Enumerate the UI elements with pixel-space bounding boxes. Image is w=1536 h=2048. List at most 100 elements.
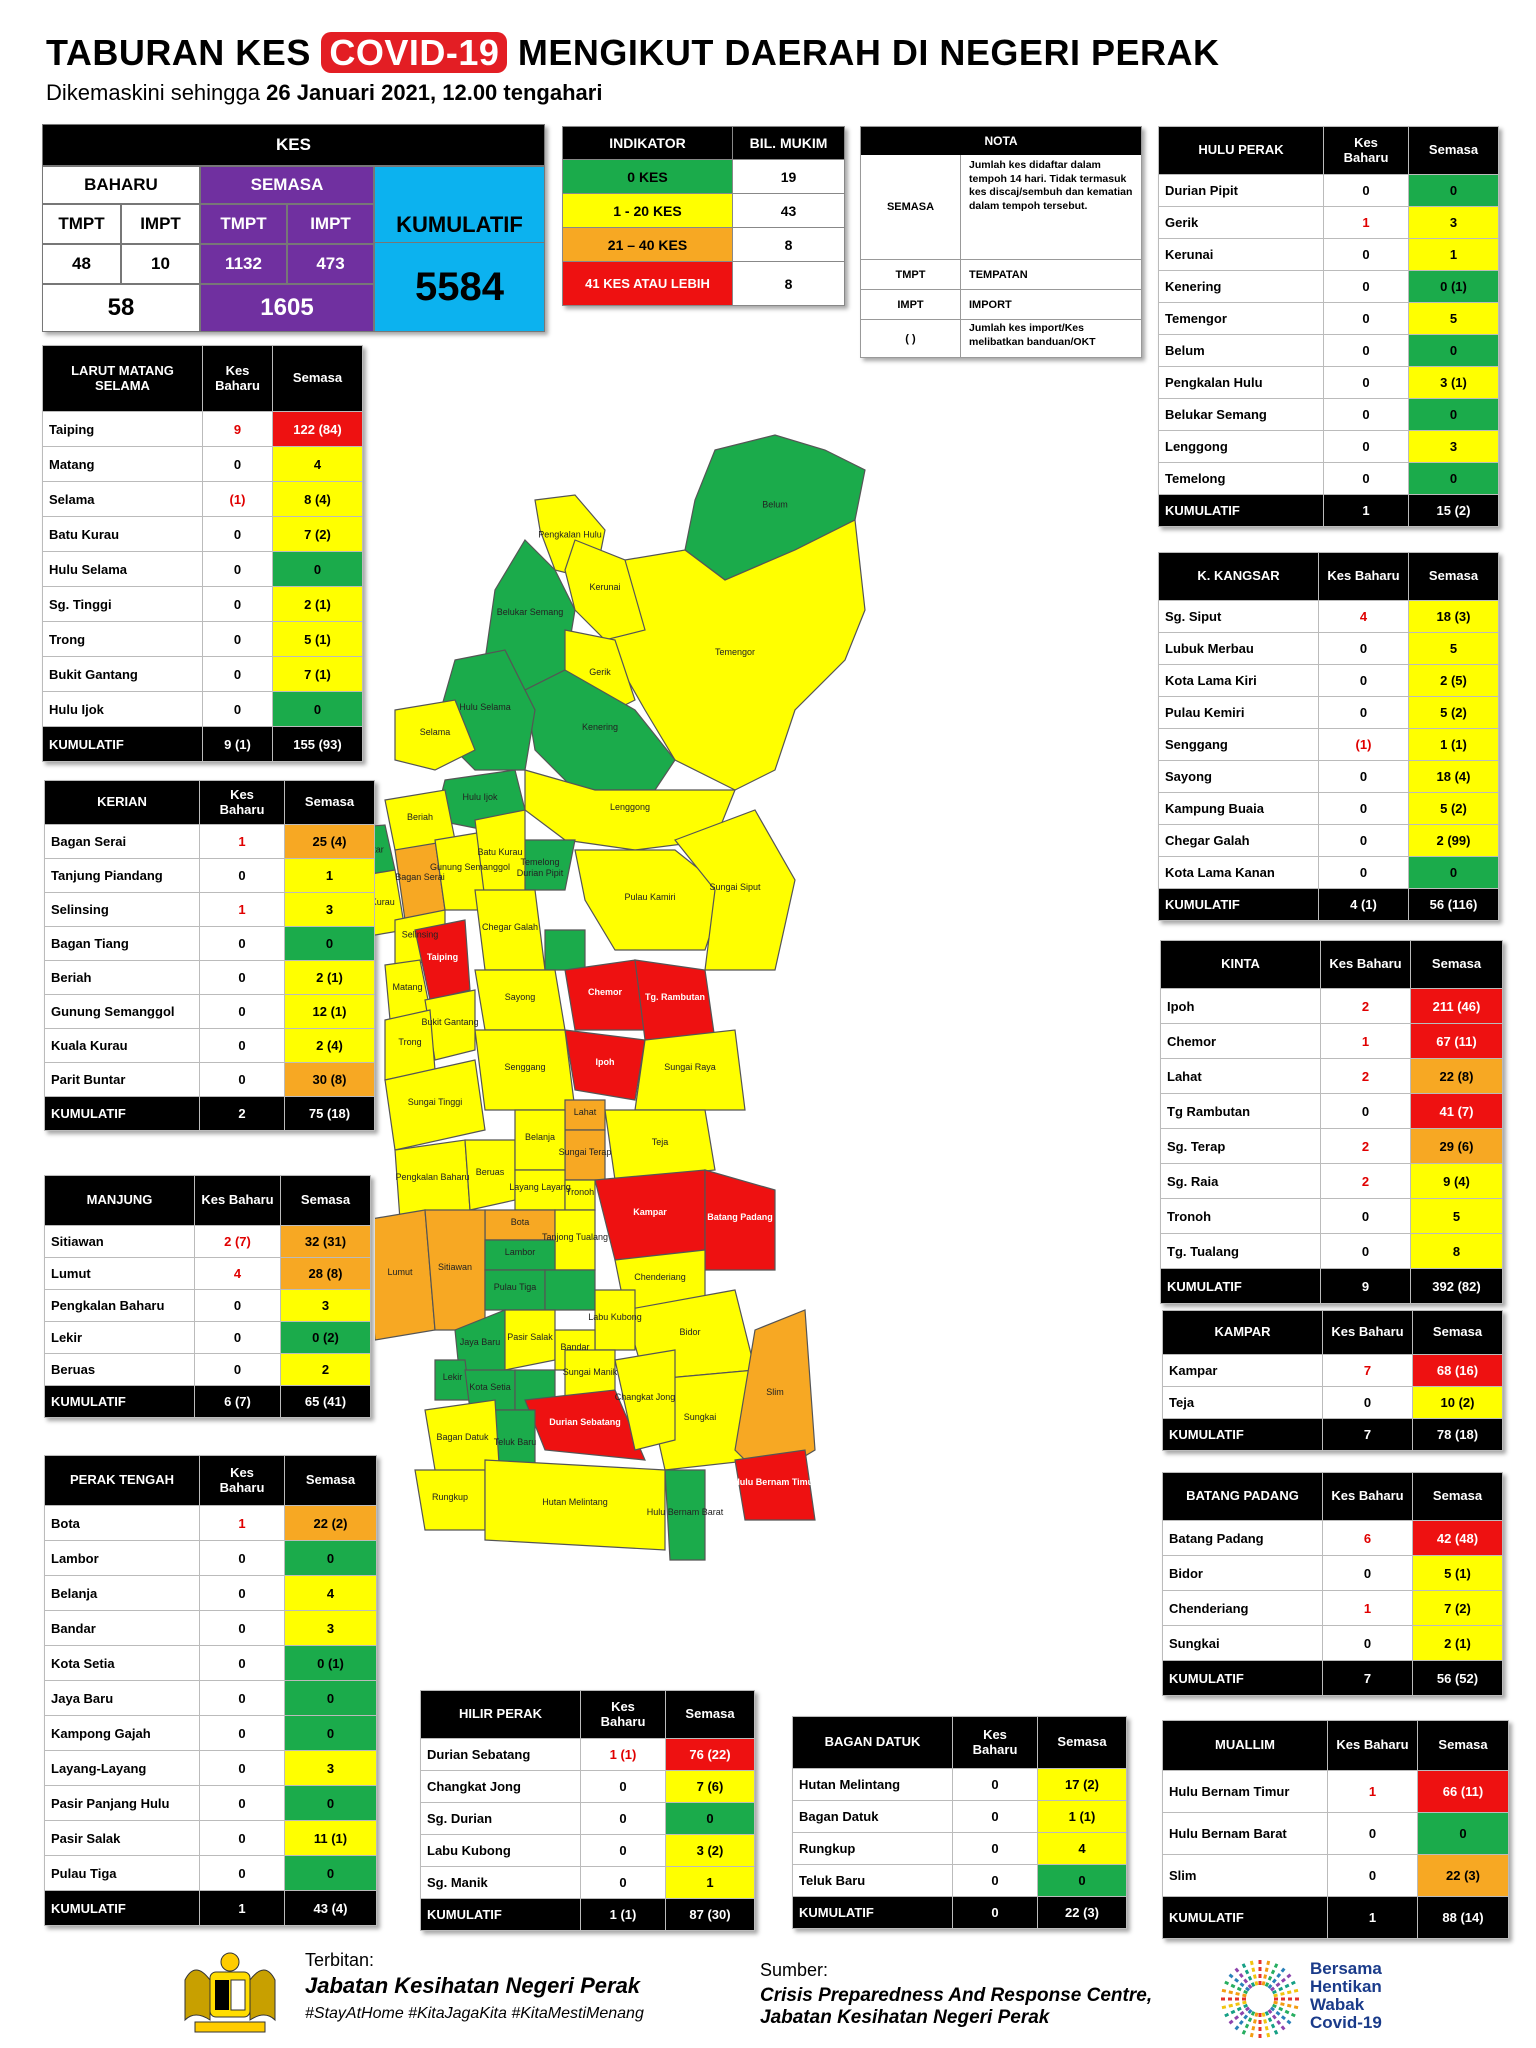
semasa-value: 7 (6): [665, 1770, 755, 1803]
map-label: Pulau Kamiri: [624, 892, 675, 902]
kes-semasa-impt-value: 473: [287, 244, 374, 284]
mukim-name: Teja: [1162, 1386, 1323, 1419]
mukim-name: Taiping: [42, 411, 203, 447]
kumulatif-label: KUMULATIF: [1158, 888, 1319, 921]
mukim-name: Pulau Tiga: [44, 1855, 200, 1891]
table-row: Pasir Salak 0 11 (1): [44, 1820, 377, 1856]
table-header-row: BAGAN DATUK Kes Baharu Semasa: [792, 1716, 1127, 1769]
table-row: Gunung Semanggol 0 12 (1): [44, 994, 375, 1029]
map-label: Lahat: [574, 1107, 597, 1117]
table-row: Kampong Gajah 0 0: [44, 1715, 377, 1751]
semasa-value: 0: [1408, 174, 1499, 207]
col-kes-baharu: Kes Baharu: [194, 1175, 281, 1226]
table-kerian: KERIAN Kes Baharu Semasa Bagan Serai 1 25 (4)…: [44, 780, 375, 1131]
map-label: Beriah: [407, 812, 433, 822]
map-label: Kerunai: [589, 582, 620, 592]
map-label: Kuala Kurau: [375, 897, 395, 907]
semasa-value: 1: [284, 858, 375, 893]
logo-ray: [1233, 1966, 1253, 1989]
kumulatif-label: KUMULATIF: [42, 726, 203, 762]
map-label: Selinsing: [402, 930, 439, 940]
kes-baharu-value: (1): [202, 481, 273, 517]
logo-ray: [1223, 2003, 1249, 2018]
semasa-value: 29 (6): [1410, 1128, 1503, 1164]
kes-baharu-impt-label: IMPT: [121, 204, 200, 244]
kes-baharu-value: 0: [1318, 696, 1409, 729]
kumulatif-label: KUMULATIF: [1158, 494, 1324, 527]
table-manjung: MANJUNG Kes Baharu Semasa Sitiawan 2 (7) 32 (…: [44, 1175, 371, 1418]
semasa-value: 3 (2): [665, 1834, 755, 1867]
table-row: Durian Pipit 0 0: [1158, 174, 1499, 207]
kes-baharu-value: 0: [1323, 238, 1409, 271]
semasa-value: 76 (22): [665, 1738, 755, 1771]
map-label: Layang Layang: [509, 1182, 571, 1192]
col-kes-baharu: Kes Baharu: [199, 780, 285, 825]
table-row: Kampar 7 68 (16): [1162, 1354, 1503, 1387]
semasa-value: 18 (4): [1408, 760, 1499, 793]
kes-baharu-value: 0: [1327, 1854, 1418, 1897]
logo-ray: [1270, 1972, 1293, 1992]
map-label: Hulu Bernam Barat: [647, 1507, 724, 1517]
map-label: Parit Buntar: [375, 845, 384, 855]
semasa-value: 8: [1410, 1233, 1503, 1269]
table-kinta: KINTA Kes Baharu Semasa Ipoh 2 211 (46) Chemor…: [1160, 940, 1503, 1304]
map-label: Batu Kurau: [477, 847, 522, 857]
table-row: Teja 0 10 (2): [1162, 1386, 1503, 1419]
table-row: Jaya Baru 0 0: [44, 1680, 377, 1716]
semasa-value: 0: [272, 551, 363, 587]
logo-ray: [1267, 1966, 1287, 1989]
table-row: Bandar 0 3: [44, 1610, 377, 1646]
kes-baharu-value: 0: [952, 1768, 1038, 1801]
mukim-name: Chemor: [1160, 1023, 1321, 1059]
map-label: Lambor: [505, 1247, 536, 1257]
mukim-name: Parit Buntar: [44, 1062, 200, 1097]
semasa-value: 0: [1408, 856, 1499, 889]
map-label: Teluk Baru: [494, 1437, 537, 1447]
table-row: Labu Kubong 0 3 (2): [420, 1834, 755, 1867]
table-row: Sg. Tinggi 0 2 (1): [42, 586, 363, 622]
kes-baharu-value: 0: [202, 621, 273, 657]
map-label: Sungai Terap: [559, 1147, 612, 1157]
region-hutan-melintang: [484, 1459, 666, 1551]
semasa-value: 22 (3): [1417, 1854, 1509, 1897]
region-pulau-kemiri: [574, 849, 726, 951]
semasa-value: 0: [1408, 398, 1499, 431]
map-label: Beruas: [476, 1167, 505, 1177]
mukim-name: Pulau Kemiri: [1158, 696, 1319, 729]
kumulatif-baharu: 4 (1): [1318, 888, 1409, 921]
kes-baharu-value: 7: [1322, 1354, 1413, 1387]
semasa-value: 211 (46): [1410, 988, 1503, 1024]
semasa-value: 3: [1408, 430, 1499, 463]
mukim-name: Belukar Semang: [1158, 398, 1324, 431]
kes-semasa-impt-label: IMPT: [287, 204, 374, 244]
map-label: Jaya Baru: [460, 1337, 501, 1347]
semasa-value: 7 (2): [1412, 1590, 1503, 1626]
semasa-value: 68 (16): [1412, 1354, 1503, 1387]
mukim-name: Ipoh: [1160, 988, 1321, 1024]
map-label: Tg. Rambutan: [645, 992, 705, 1002]
table-row: Changkat Jong 0 7 (6): [420, 1770, 755, 1803]
table-header-row: KINTA Kes Baharu Semasa: [1160, 940, 1503, 989]
semasa-value: 67 (11): [1410, 1023, 1503, 1059]
col-semasa: Semasa: [272, 345, 363, 412]
semasa-value: 1 (1): [1037, 1800, 1127, 1833]
col-semasa: Semasa: [280, 1175, 371, 1226]
col-kes-baharu: Kes Baharu: [202, 345, 273, 412]
map-label: Changkat Jong: [615, 1392, 676, 1402]
table-row: Sayong 0 18 (4): [1158, 760, 1499, 793]
semasa-value: 12 (1): [284, 994, 375, 1029]
kes-baharu-value: 2: [1320, 1058, 1411, 1094]
semasa-value: 0: [284, 1715, 377, 1751]
map-label: Batang Padang: [707, 1212, 773, 1222]
semasa-value: 3: [284, 1610, 377, 1646]
mukim-name: Kampar: [1162, 1354, 1323, 1387]
semasa-value: 5 (1): [1412, 1555, 1503, 1591]
indikator-red-count: 8: [732, 261, 845, 306]
table-row: Senggang (1) 1 (1): [1158, 728, 1499, 761]
semasa-value: 0 (1): [284, 1645, 377, 1681]
kes-baharu-tmpt-label: TMPT: [42, 204, 121, 244]
semasa-value: 4: [1037, 1832, 1127, 1865]
table-row: Bukit Gantang 0 7 (1): [42, 656, 363, 692]
table-row: Trong 0 5 (1): [42, 621, 363, 657]
subtitle-text: Dikemaskini sehingga: [46, 80, 260, 105]
